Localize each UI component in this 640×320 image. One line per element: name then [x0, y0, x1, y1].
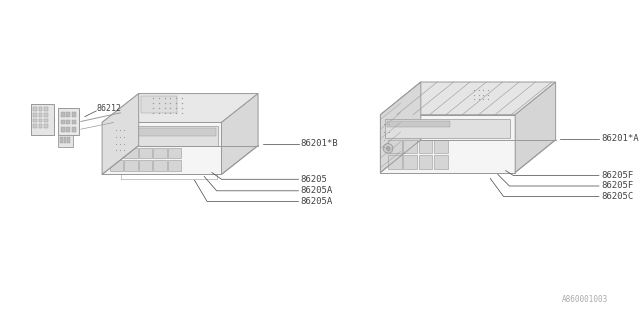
Bar — [44, 113, 48, 117]
Bar — [67, 112, 70, 117]
Bar — [112, 128, 216, 136]
Polygon shape — [141, 96, 177, 113]
Polygon shape — [102, 93, 258, 123]
Polygon shape — [221, 93, 258, 174]
Text: 86212: 86212 — [96, 104, 122, 114]
Bar — [124, 160, 138, 171]
Bar — [63, 137, 67, 143]
Bar — [124, 148, 138, 158]
Bar — [168, 148, 181, 158]
Text: 86205C: 86205C — [601, 192, 633, 201]
Polygon shape — [102, 123, 221, 174]
Bar — [388, 155, 401, 169]
Bar — [44, 107, 48, 111]
Bar — [61, 112, 65, 117]
Bar — [67, 120, 70, 124]
Bar — [72, 112, 76, 117]
Text: A860001003: A860001003 — [563, 295, 609, 304]
Bar — [388, 140, 401, 153]
Text: 86205F: 86205F — [601, 171, 633, 180]
Bar — [60, 137, 63, 143]
Bar — [387, 121, 450, 127]
Bar — [33, 107, 36, 111]
Bar — [72, 120, 76, 124]
Bar — [403, 155, 417, 169]
Bar — [38, 107, 42, 111]
Polygon shape — [380, 82, 421, 172]
Bar — [153, 160, 166, 171]
Bar — [139, 160, 152, 171]
Bar — [72, 127, 76, 132]
Bar — [33, 113, 36, 117]
Bar — [168, 160, 181, 171]
Bar — [110, 148, 124, 158]
Bar — [44, 124, 48, 128]
Bar — [33, 119, 36, 123]
Polygon shape — [380, 82, 556, 115]
Circle shape — [383, 144, 393, 153]
Bar — [110, 160, 124, 171]
Polygon shape — [515, 82, 556, 172]
Bar — [110, 126, 218, 146]
Text: 86205F: 86205F — [601, 181, 633, 190]
Text: 86205A: 86205A — [300, 197, 333, 206]
Bar — [403, 140, 417, 153]
Text: 86205: 86205 — [300, 175, 327, 184]
Bar — [419, 155, 433, 169]
Bar — [44, 119, 48, 123]
Bar — [31, 104, 54, 135]
Bar — [67, 127, 70, 132]
Bar — [58, 108, 79, 135]
Bar — [38, 113, 42, 117]
Text: 86205A: 86205A — [300, 186, 333, 195]
Circle shape — [386, 147, 390, 150]
Bar — [38, 124, 42, 128]
Circle shape — [103, 148, 113, 158]
Bar — [61, 127, 65, 132]
Text: 86201*A: 86201*A — [601, 134, 639, 143]
Text: 86201*B: 86201*B — [300, 139, 338, 148]
Bar — [385, 119, 510, 138]
Bar — [67, 137, 70, 143]
Bar — [435, 140, 448, 153]
Bar — [153, 148, 166, 158]
Bar — [419, 140, 433, 153]
Polygon shape — [380, 115, 515, 172]
Circle shape — [106, 151, 110, 155]
Polygon shape — [102, 93, 139, 174]
Bar — [58, 135, 73, 147]
Bar — [61, 120, 65, 124]
Bar — [38, 119, 42, 123]
Bar — [33, 124, 36, 128]
Bar — [435, 155, 448, 169]
Bar — [139, 148, 152, 158]
